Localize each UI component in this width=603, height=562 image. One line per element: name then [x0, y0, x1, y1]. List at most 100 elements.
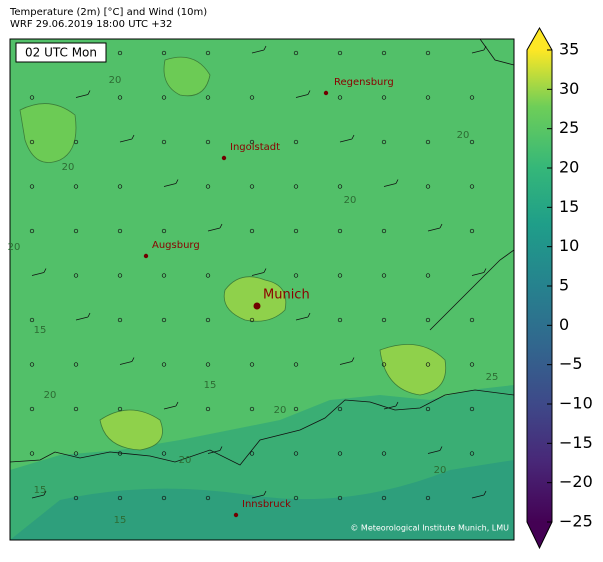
wind-barb	[31, 490, 47, 499]
station	[469, 406, 475, 412]
station	[117, 273, 123, 278]
station	[469, 228, 475, 234]
wind-barb	[31, 268, 47, 276]
station	[249, 139, 255, 145]
station	[249, 95, 255, 100]
wind-barb	[427, 223, 443, 232]
border	[10, 389, 514, 466]
station	[425, 273, 431, 278]
station	[425, 406, 431, 412]
station	[117, 406, 123, 412]
wind-barb	[383, 401, 399, 410]
station	[205, 95, 211, 100]
station	[469, 451, 475, 456]
city-marker	[323, 90, 329, 96]
station	[161, 50, 167, 56]
colorbar: −25 −20 −15 −10 −5 0 5 10 15 20 25 30 35	[526, 26, 593, 550]
colorbar-tick-label: 0	[559, 315, 569, 334]
station	[117, 95, 123, 100]
station	[205, 362, 211, 367]
contour-label: 20	[434, 465, 447, 476]
station	[249, 184, 255, 189]
border	[479, 39, 514, 66]
colorbar-tick-label: 35	[559, 40, 579, 59]
city-marker	[143, 253, 149, 259]
station	[293, 139, 299, 145]
station	[293, 50, 299, 56]
colorbar-tick-label: 5	[559, 276, 569, 295]
contour-label: 15	[204, 380, 217, 391]
wind-barb	[295, 312, 311, 321]
alpine-field	[10, 460, 514, 540]
station	[337, 50, 343, 56]
station	[73, 184, 79, 189]
station	[73, 362, 79, 367]
station	[381, 317, 387, 323]
wind-barb	[339, 357, 355, 365]
border	[429, 249, 514, 331]
cities: Regensburg Ingolstadt Augsburg Munich Innsbr…	[143, 77, 394, 518]
station	[337, 451, 343, 456]
colorbar-tick-label: −20	[559, 472, 593, 491]
warm-area	[223, 276, 287, 322]
station	[73, 139, 79, 145]
station	[205, 495, 211, 501]
station	[469, 317, 475, 323]
station	[469, 139, 475, 145]
time-box	[15, 42, 107, 63]
station	[73, 228, 79, 234]
station	[337, 317, 343, 323]
city-label: Ingolstadt	[230, 142, 280, 153]
contour-label: 20	[62, 162, 75, 173]
wind-barb	[119, 357, 135, 365]
station	[249, 228, 255, 234]
station	[425, 184, 431, 189]
colorbar-tick-label: −25	[559, 512, 593, 531]
contour-label: 20	[44, 390, 57, 401]
wind-barb	[251, 45, 267, 54]
map-frame	[9, 38, 515, 541]
warm-area	[99, 409, 163, 451]
station	[337, 95, 343, 100]
city-label: Augsburg	[152, 240, 200, 251]
contour-label: 20	[344, 195, 357, 206]
station	[73, 406, 79, 412]
station	[293, 273, 299, 278]
station	[293, 228, 299, 234]
station	[205, 50, 211, 56]
contour-label: 20	[109, 75, 122, 86]
station	[29, 184, 35, 189]
station	[425, 362, 431, 367]
station	[29, 139, 35, 145]
station	[293, 451, 299, 456]
contour-label: 20	[457, 130, 470, 141]
city-marker	[233, 512, 239, 518]
colorbar-tick-label: 10	[559, 236, 579, 255]
station	[293, 184, 299, 189]
map-field	[10, 39, 514, 540]
station	[425, 495, 431, 501]
station	[117, 317, 123, 323]
station	[381, 228, 387, 234]
colorbar-tick-label: 20	[559, 158, 579, 177]
colorbar-tick-label: 25	[559, 118, 579, 137]
wind-barb	[163, 401, 179, 410]
contour-label: 15	[34, 325, 47, 336]
station	[161, 495, 167, 501]
station	[73, 273, 79, 278]
wind-barb	[75, 312, 91, 321]
station	[161, 317, 167, 323]
station	[381, 50, 387, 56]
colorbar-tick-label: −10	[559, 394, 593, 413]
city-label: Regensburg	[334, 77, 394, 88]
contour-label: 20	[179, 455, 192, 466]
station	[381, 495, 387, 501]
station	[337, 273, 343, 278]
wind-barb	[471, 45, 487, 54]
warm-area	[19, 103, 77, 163]
station	[293, 362, 299, 367]
city-label: Innsbruck	[242, 499, 291, 510]
station	[161, 95, 167, 100]
station	[205, 139, 211, 145]
